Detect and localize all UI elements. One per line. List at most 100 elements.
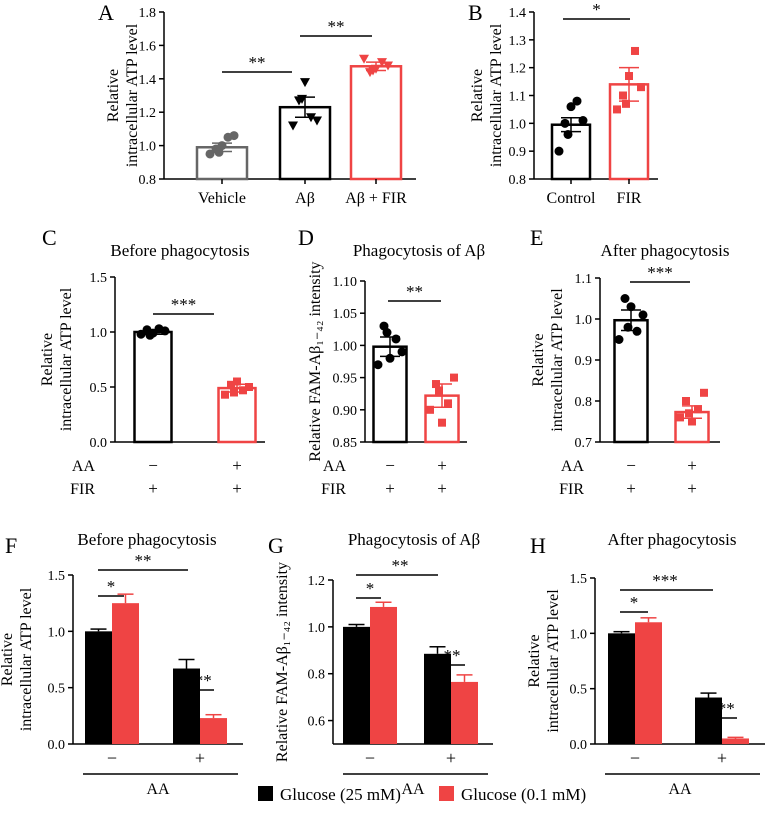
- bar-black: [695, 697, 722, 744]
- bar-red: [635, 622, 662, 744]
- data-point: [632, 326, 642, 336]
- data-point: [385, 353, 395, 363]
- y-axis-label-line: Relative FAM-Aβ₁₋₄₂ intensity: [307, 261, 324, 461]
- panel-title: Before phagocytosis: [77, 530, 216, 549]
- data-point: [614, 335, 624, 344]
- y-axis-label: Relative intracellular ATP level: [526, 589, 562, 733]
- data-point: [382, 328, 392, 338]
- significance-label: **: [406, 282, 423, 301]
- data-point: [613, 105, 621, 114]
- data-point: [359, 54, 369, 64]
- panel-letter: C: [42, 225, 57, 250]
- panel-letter: D: [298, 225, 314, 250]
- x-tick-label: Aβ: [295, 190, 315, 207]
- data-point: [638, 310, 648, 320]
- bar-red: [451, 681, 478, 744]
- data-point: [230, 388, 238, 397]
- data-point: [383, 61, 393, 71]
- panel-H: H After phagocytosis 0.0 0.5 1.0 1.5 Relative i…: [526, 530, 765, 798]
- y-axis-label-line: Relative: [469, 69, 486, 122]
- significance-label: **: [328, 17, 345, 36]
- x-tick-label: Control: [547, 190, 596, 207]
- data-point: [205, 149, 215, 159]
- group-label: +: [195, 748, 205, 768]
- data-point: [391, 334, 401, 344]
- y-tick-label: 1.4: [139, 73, 157, 88]
- data-point: [227, 380, 235, 389]
- data-point: [560, 118, 570, 128]
- y-tick-label: 0.85: [333, 436, 358, 451]
- y-tick-label: 1.0: [48, 625, 66, 640]
- group-label: −: [107, 748, 117, 768]
- panel-title: After phagocytosis: [608, 530, 737, 549]
- data-point: [426, 405, 434, 414]
- data-point: [450, 373, 458, 382]
- data-point: [572, 96, 582, 106]
- bar: [133, 330, 173, 444]
- y-axis-label: Relative intracellular ATP level: [469, 23, 505, 167]
- data-point: [563, 129, 573, 139]
- data-point: [312, 116, 322, 126]
- group-label: +: [717, 748, 727, 768]
- data-point: [245, 383, 253, 391]
- y-tick-label: 1.5: [90, 271, 108, 286]
- x-tick-label: FIR: [617, 190, 642, 207]
- data-point: [682, 397, 690, 405]
- condition-name: FIR: [70, 481, 95, 498]
- condition-value: +: [385, 479, 395, 498]
- data-point: [397, 347, 407, 357]
- y-tick-label: 0.5: [570, 683, 588, 698]
- y-axis-label: Relative FAM-Aβ₁₋₄₂ intensity: [274, 562, 291, 762]
- bar-black: [173, 668, 200, 744]
- data-point: [619, 91, 627, 100]
- panel-letter: F: [5, 533, 17, 558]
- significance-label: *: [366, 579, 375, 598]
- data-point: [626, 302, 636, 312]
- data-point: [623, 322, 633, 332]
- data-point: [685, 409, 693, 418]
- significance-label: *: [107, 577, 116, 596]
- data-point: [625, 72, 633, 81]
- panel-C: C Before phagocytosis 0.0 0.5 1.0 1.5 Relative…: [39, 225, 265, 498]
- condition-value: +: [232, 479, 242, 498]
- bar-black: [424, 653, 451, 744]
- data-point: [566, 102, 576, 112]
- condition-name: FIR: [321, 481, 346, 498]
- data-point: [145, 330, 155, 340]
- y-axis-label-line: intracellular ATP level: [545, 589, 562, 733]
- data-point: [554, 146, 564, 156]
- y-tick-label: 1.0: [509, 117, 527, 132]
- y-tick-label: 0.5: [48, 682, 66, 697]
- y-axis-label-line: intracellular ATP level: [18, 587, 35, 731]
- y-tick-label: 1.0: [308, 621, 326, 636]
- significance-label: **: [392, 556, 409, 575]
- condition-value: −: [626, 456, 636, 475]
- legend-swatch-red: [439, 786, 454, 801]
- condition-name: AA: [561, 458, 585, 475]
- y-axis-label: Relative FAM-Aβ₁₋₄₂ intensity: [307, 261, 324, 461]
- panel-A: A 0.8 1.0 1.2 1.4 1.6 1.8 Relative intracellular…: [98, 0, 416, 207]
- significance-label: **: [444, 646, 461, 665]
- data-point: [700, 388, 708, 397]
- legend-swatch-black: [258, 786, 273, 801]
- group-label: +: [446, 748, 456, 768]
- y-axis-label: Relative intracellular ATP level: [530, 288, 566, 432]
- data-point: [435, 386, 443, 395]
- y-axis-label-line: Relative FAM-Aβ₁₋₄₂ intensity: [274, 562, 291, 762]
- condition-value: +: [232, 456, 242, 475]
- panel-letter: E: [530, 225, 543, 250]
- data-point: [688, 417, 696, 426]
- y-tick-label: 0.8: [308, 668, 326, 683]
- y-tick-label: 0.9: [509, 145, 527, 160]
- y-tick-label: 1.3: [509, 34, 527, 49]
- legend-label-black: Glucose (25 mM): [280, 785, 401, 804]
- data-point: [229, 131, 239, 141]
- y-tick-label: 1.5: [570, 572, 588, 587]
- data-point: [637, 83, 645, 92]
- bar-red: [112, 603, 139, 744]
- x-axis-label: AA: [146, 781, 170, 798]
- condition-value: +: [687, 456, 697, 475]
- y-tick-label: 1.10: [333, 275, 358, 290]
